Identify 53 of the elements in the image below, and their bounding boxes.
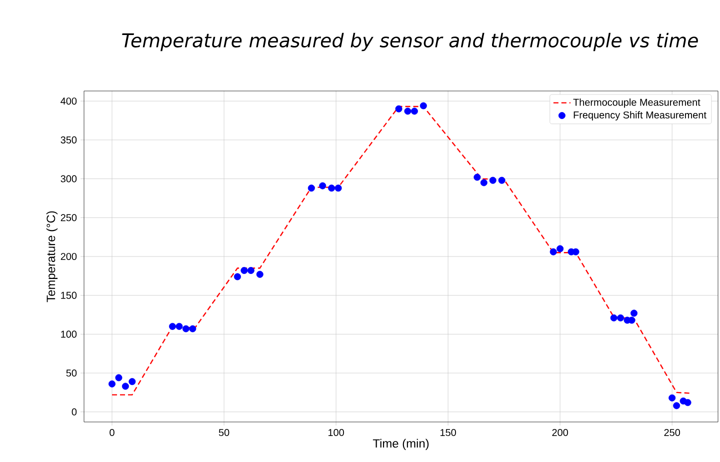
point: [489, 176, 496, 184]
point: [673, 402, 680, 410]
point: [628, 316, 636, 324]
chart-title: Temperature measured by sensor and thermocouple vs time: [122, 32, 698, 52]
point: [617, 314, 624, 322]
point: [395, 105, 402, 112]
y-tick-label: 0: [72, 408, 77, 416]
point: [319, 182, 326, 190]
y-tick-label: 350: [60, 136, 77, 144]
point: [498, 176, 506, 184]
point: [328, 184, 336, 192]
point: [122, 382, 129, 390]
point: [420, 102, 427, 110]
point: [240, 266, 248, 274]
y-tick-label: 400: [60, 98, 77, 105]
point: [556, 245, 564, 252]
point: [169, 322, 176, 330]
x-tick-label: 0: [110, 429, 114, 436]
y-tick-label: 250: [60, 214, 77, 222]
x-tick-label: 200: [552, 429, 568, 436]
x-tick-label: 50: [218, 429, 230, 436]
x-tick-label: 100: [328, 429, 344, 436]
point: [668, 394, 676, 402]
y-tick-label: 200: [60, 252, 77, 260]
point: [630, 310, 638, 317]
point: [256, 270, 264, 278]
point: [550, 248, 557, 256]
y-axis-title: Temperature (°C): [46, 211, 58, 302]
point: [610, 314, 618, 322]
point: [474, 174, 481, 181]
point: [334, 184, 342, 192]
x-tick-label: 150: [440, 429, 456, 436]
point: [410, 108, 418, 115]
legend-label: Frequency Shift Measurement: [574, 111, 706, 120]
point: [308, 184, 315, 192]
point: [182, 325, 190, 332]
x-axis-title: Time (min): [372, 438, 429, 450]
point: [128, 378, 136, 386]
point: [234, 273, 241, 280]
y-tick-label: 300: [60, 175, 77, 182]
point: [108, 380, 116, 388]
y-tick-label: 100: [61, 330, 77, 338]
y-tick-label: 150: [61, 292, 77, 299]
legend-label: Thermocouple Measurement: [573, 98, 700, 108]
point: [176, 322, 183, 330]
point: [684, 399, 692, 406]
y-tick-label: 50: [66, 370, 77, 377]
point: [189, 325, 196, 332]
point: [247, 266, 254, 274]
point: [404, 108, 412, 115]
x-tick-label: 250: [664, 429, 680, 436]
point: [115, 374, 122, 382]
point: [480, 179, 488, 186]
